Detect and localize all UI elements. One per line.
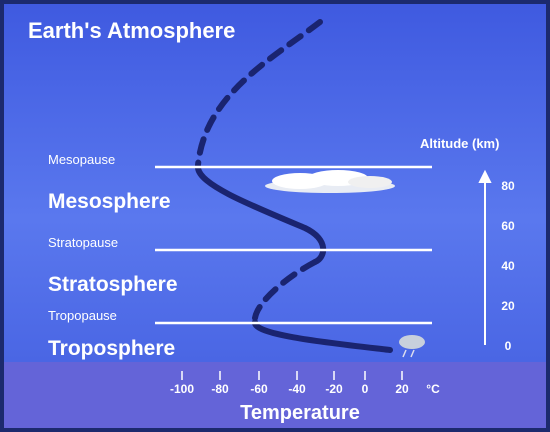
altitude-label: Altitude (km) (420, 136, 499, 151)
boundary-label: Tropopause (48, 308, 117, 323)
altitude-tick: 20 (501, 299, 515, 313)
layer-name: Mesosphere (48, 190, 171, 213)
layer-name: Stratosphere (48, 273, 178, 296)
boundary-label: Mesopause (48, 152, 115, 167)
altitude-tick: 80 (501, 179, 515, 193)
temperature-tick-label: -100 (170, 382, 194, 396)
layer-name: Troposphere (48, 337, 175, 360)
storm-cloud (399, 335, 425, 358)
temperature-tick-label: 0 (362, 382, 369, 396)
temperature-tick-label: -20 (325, 382, 343, 396)
temperature-profile (195, 19, 393, 353)
boundary-label: Stratopause (48, 235, 118, 250)
cloud (265, 170, 395, 193)
temperature-tick-label: 20 (395, 382, 409, 396)
temperature-label: Temperature (240, 402, 360, 424)
temperature-unit: °C (426, 382, 440, 396)
altitude-tick: 0 (505, 339, 512, 353)
temperature-tick-label: -40 (288, 382, 306, 396)
temperature-tick-label: -80 (211, 382, 229, 396)
altitude-arrow (478, 169, 492, 345)
altitude-tick: 40 (501, 259, 515, 273)
temperature-tick-label: -60 (250, 382, 268, 396)
axis-band (4, 362, 546, 428)
title: Earth's Atmosphere (28, 18, 235, 43)
altitude-tick: 60 (501, 219, 515, 233)
